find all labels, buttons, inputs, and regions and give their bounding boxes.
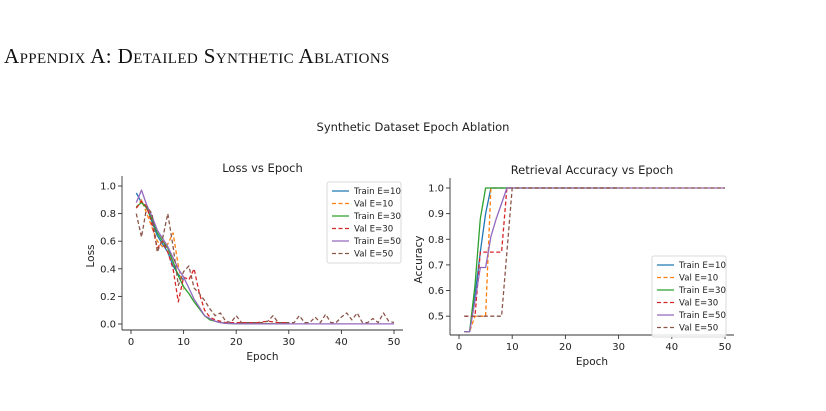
- x-tick-label: 50: [388, 337, 401, 348]
- x-axis-label: Epoch: [576, 356, 608, 368]
- y-tick-label: 0.2: [100, 292, 116, 303]
- figure-title: Synthetic Dataset Epoch Ablation: [316, 120, 510, 134]
- chart-title: Retrieval Accuracy vs Epoch: [511, 163, 674, 177]
- y-tick-label: 1.0: [428, 184, 444, 195]
- appendix-heading: Appendix A: Detailed Synthetic Ablations: [4, 44, 390, 68]
- y-tick-label: 0.8: [100, 209, 116, 220]
- x-tick-label: 10: [177, 337, 190, 348]
- legend-entry: Train E=30: [353, 212, 401, 222]
- legend-box: [651, 255, 727, 338]
- x-tick-label: 30: [612, 342, 625, 353]
- x-tick-label: 30: [282, 337, 295, 348]
- y-tick-label: 0.6: [428, 286, 444, 297]
- x-tick-label: 20: [559, 342, 572, 353]
- legend-entry: Train E=30: [678, 286, 726, 296]
- y-tick-label: 0.9: [428, 209, 444, 220]
- chart-title: Loss vs Epoch: [222, 161, 303, 175]
- legend-entry: Val E=10: [679, 274, 718, 284]
- legend-entry: Train E=10: [353, 187, 401, 197]
- x-tick-label: 40: [335, 337, 348, 348]
- x-tick-label: 20: [230, 337, 243, 348]
- legend-entry: Val E=50: [354, 250, 393, 260]
- y-tick-label: 0.0: [100, 320, 116, 331]
- y-axis-label: Accuracy: [413, 236, 425, 284]
- series-line-train-e-50: [135, 189, 394, 325]
- series-line-train-e-50: [464, 187, 725, 333]
- legend-entry: Val E=30: [354, 225, 393, 235]
- x-tick-label: 40: [665, 342, 678, 353]
- x-tick-label: 0: [456, 342, 462, 353]
- y-axis-label: Loss: [85, 244, 97, 267]
- series-line-val-e-50: [464, 187, 725, 317]
- legend-entry: Val E=30: [679, 299, 718, 309]
- y-tick-label: 1.0: [100, 182, 116, 193]
- legend-entry: Val E=50: [679, 324, 718, 334]
- series-line-val-e-50: [135, 206, 395, 324]
- y-tick-label: 0.4: [100, 264, 116, 275]
- y-tick-label: 0.5: [428, 312, 444, 323]
- x-tick-label: 50: [719, 342, 732, 353]
- series-line-val-e-10: [464, 187, 513, 333]
- legend-entry: Val E=10: [354, 200, 393, 210]
- y-tick-label: 0.7: [428, 260, 444, 271]
- legend-entry: Train E=10: [678, 261, 726, 271]
- y-tick-label: 0.6: [100, 237, 116, 248]
- x-axis-label: Epoch: [246, 351, 278, 363]
- legend-entry: Train E=50: [353, 237, 401, 247]
- x-tick-label: 0: [128, 337, 134, 348]
- legend-box: [326, 181, 402, 264]
- y-tick-label: 0.8: [428, 235, 444, 246]
- legend-entry: Train E=50: [678, 311, 726, 321]
- x-tick-label: 10: [506, 342, 519, 353]
